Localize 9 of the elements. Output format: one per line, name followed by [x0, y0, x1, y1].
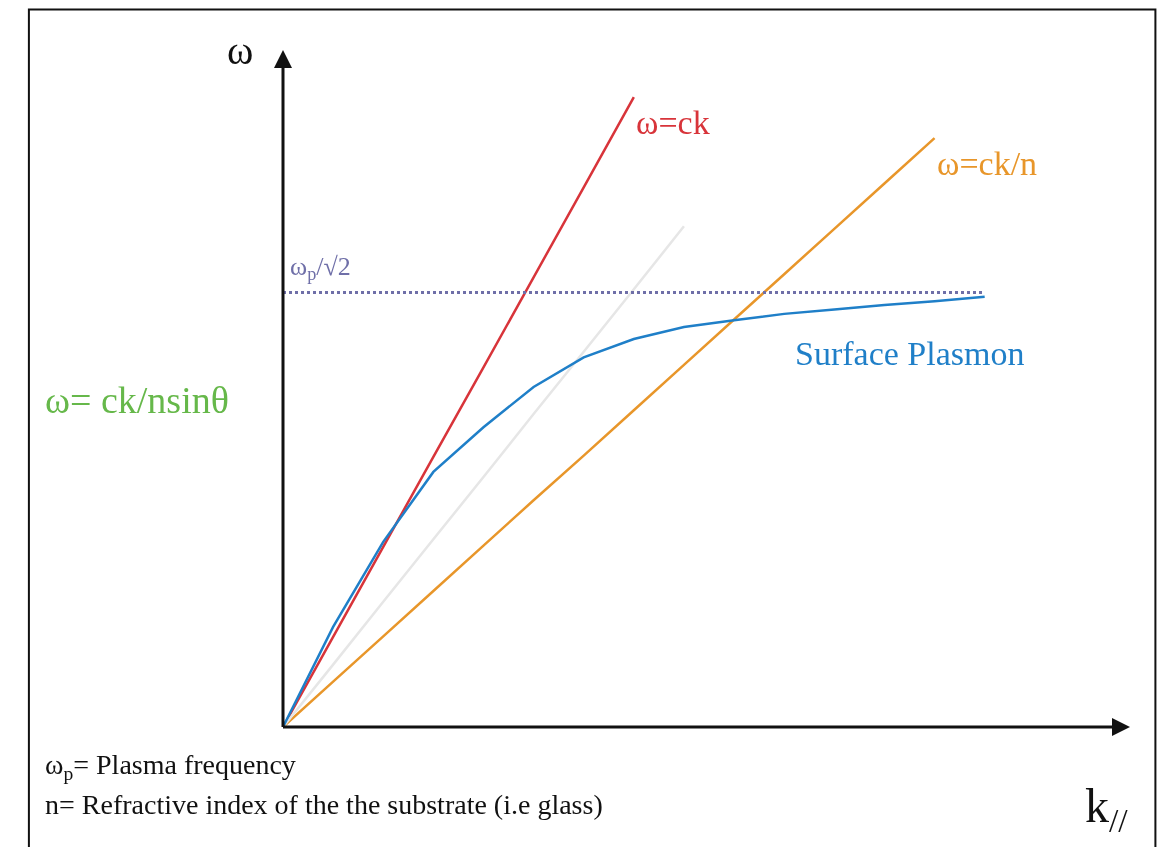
series-label: Surface Plasmon: [795, 335, 1025, 372]
x-axis-title: k$_{//}$: [1085, 779, 1129, 840]
y-axis-title: ω: [227, 28, 254, 73]
series-label: ω=ck: [636, 104, 710, 141]
text: ω= ck/nsinθ: [45, 379, 229, 421]
text: n= Refractive index of the the substrate (i.e glass): [45, 789, 603, 820]
text: ω$_{p}$= Plasma frequency: [45, 749, 296, 784]
series-label: ω=ck/n: [937, 145, 1038, 182]
ref-line-label: ω$_{p}$/√2: [290, 252, 351, 285]
